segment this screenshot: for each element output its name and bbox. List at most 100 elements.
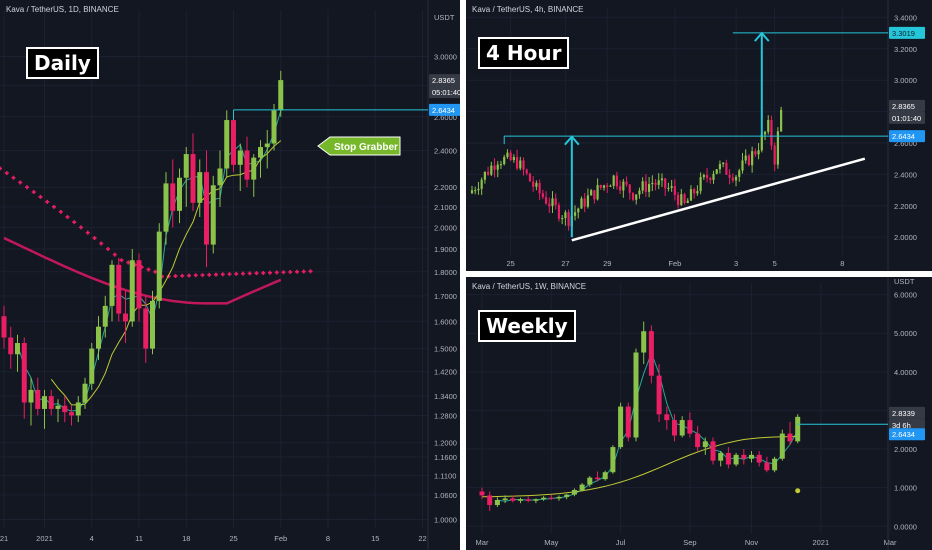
candle-timer-tag-bg: [889, 111, 925, 124]
sar-marker: [85, 230, 90, 235]
y-tick-label: 2.6000: [894, 139, 917, 148]
candle-body: [48, 396, 54, 409]
candle-body: [525, 499, 531, 501]
candle-body: [244, 150, 250, 180]
signal-dot: [795, 488, 801, 494]
sar-marker: [18, 180, 23, 185]
weekly-chart-header: Kava / TetherUS, 1W, BINANCE: [472, 282, 587, 291]
candle-body: [680, 194, 683, 205]
sar-marker: [92, 236, 97, 241]
signal-dot: [648, 330, 654, 336]
level-price-tag: 2.6434: [892, 132, 915, 141]
moving-average-fast: [497, 351, 799, 502]
candle-body: [780, 109, 783, 132]
sar-marker: [38, 194, 43, 199]
candle-body: [503, 157, 506, 165]
x-tick-label: 8: [840, 259, 844, 268]
y-tick-label: 4.0000: [894, 368, 917, 377]
sar-marker: [106, 246, 110, 251]
h4-chart-header: Kava / TetherUS, 4h, BINANCE: [472, 5, 584, 14]
y-tick-label: 1.2000: [434, 439, 457, 448]
last-price-tag-bg: [889, 406, 925, 419]
level-price-tag: 2.6434: [432, 106, 455, 115]
candle-body: [609, 185, 612, 187]
y-tick-label: 5.0000: [894, 329, 917, 338]
candle-body: [510, 498, 516, 501]
candle-body: [702, 441, 708, 448]
candle-body: [638, 190, 641, 195]
candle-body: [683, 194, 686, 203]
candle-body: [518, 499, 523, 501]
weekly-timeframe-label: Weekly: [478, 310, 576, 342]
y-tick-label: 2.0000: [434, 223, 457, 232]
candle-body: [702, 174, 705, 178]
sar-marker: [0, 166, 2, 171]
candle-body: [712, 173, 715, 180]
last-price-tag-bg: [429, 74, 460, 87]
candle-body: [487, 495, 493, 506]
candle-body: [754, 151, 757, 155]
candle-body: [696, 191, 699, 194]
candle-body: [35, 389, 41, 409]
weekly-chart-panel[interactable]: 6.00005.00004.00003.00002.00001.00000.00…: [466, 277, 932, 550]
candle-body: [258, 147, 263, 158]
candle-body: [143, 308, 149, 349]
candle-body: [136, 260, 142, 309]
candle-body: [747, 155, 751, 166]
candle-body: [664, 178, 667, 189]
candle-body: [541, 497, 547, 500]
y-tick-label: 1.0600: [434, 491, 457, 500]
candle-body: [156, 231, 162, 301]
sar-marker: [72, 220, 77, 225]
candle-body: [237, 150, 243, 165]
candle-body: [75, 402, 81, 416]
sar-marker: [112, 252, 117, 257]
sar-marker: [119, 258, 124, 263]
candle-body: [533, 499, 539, 501]
candle-body: [210, 185, 216, 245]
y-tick-label: 2.4000: [894, 170, 917, 179]
sar-marker: [65, 214, 70, 219]
candle-body: [767, 120, 770, 132]
candle-body: [679, 420, 685, 436]
candle-body: [641, 181, 644, 191]
level-price-tag-bg: [429, 103, 460, 116]
h4-chart-panel[interactable]: 3.40003.20003.00002.80002.60002.40002.20…: [466, 0, 932, 271]
candle-body: [657, 180, 660, 185]
candle-body: [744, 155, 747, 161]
candle-body: [573, 212, 577, 216]
sar-marker: [52, 204, 56, 209]
sar-marker: [274, 270, 279, 275]
candle-body: [772, 458, 778, 471]
x-tick-label: Jul: [616, 538, 626, 547]
candle-body: [757, 150, 760, 155]
moving-average-slow: [481, 436, 798, 498]
candle-body: [28, 389, 34, 403]
candle-body: [625, 181, 628, 185]
candle-body: [718, 164, 722, 170]
y-tick-label: 2.1000: [434, 203, 457, 212]
panel-divider-horizontal: [466, 271, 932, 277]
candle-body: [693, 189, 696, 194]
sar-marker: [288, 270, 293, 275]
daily-chart-svg[interactable]: 3.00002.80002.60002.40002.20002.10002.00…: [0, 0, 460, 550]
candle-body: [564, 212, 567, 219]
x-tick-label: May: [544, 538, 558, 547]
candle-body: [490, 165, 493, 175]
candle-body: [493, 165, 496, 170]
candle-body: [648, 331, 654, 376]
candle-body: [96, 326, 101, 349]
h4-chart-svg[interactable]: 3.40003.20003.00002.80002.60002.40002.20…: [466, 0, 932, 271]
candle-body: [763, 131, 767, 135]
candle-body: [728, 174, 731, 178]
sar-marker: [295, 269, 299, 274]
sar-marker: [99, 241, 104, 246]
daily-chart-panel[interactable]: 3.00002.80002.60002.40002.20002.10002.00…: [0, 0, 460, 550]
candle-body: [725, 162, 728, 175]
candle-body: [480, 179, 483, 189]
candle-body: [654, 182, 657, 185]
sar-marker: [79, 225, 83, 230]
y-tick-label: 1.4200: [434, 368, 457, 377]
candle-body: [494, 500, 500, 506]
sar-marker: [301, 269, 306, 274]
